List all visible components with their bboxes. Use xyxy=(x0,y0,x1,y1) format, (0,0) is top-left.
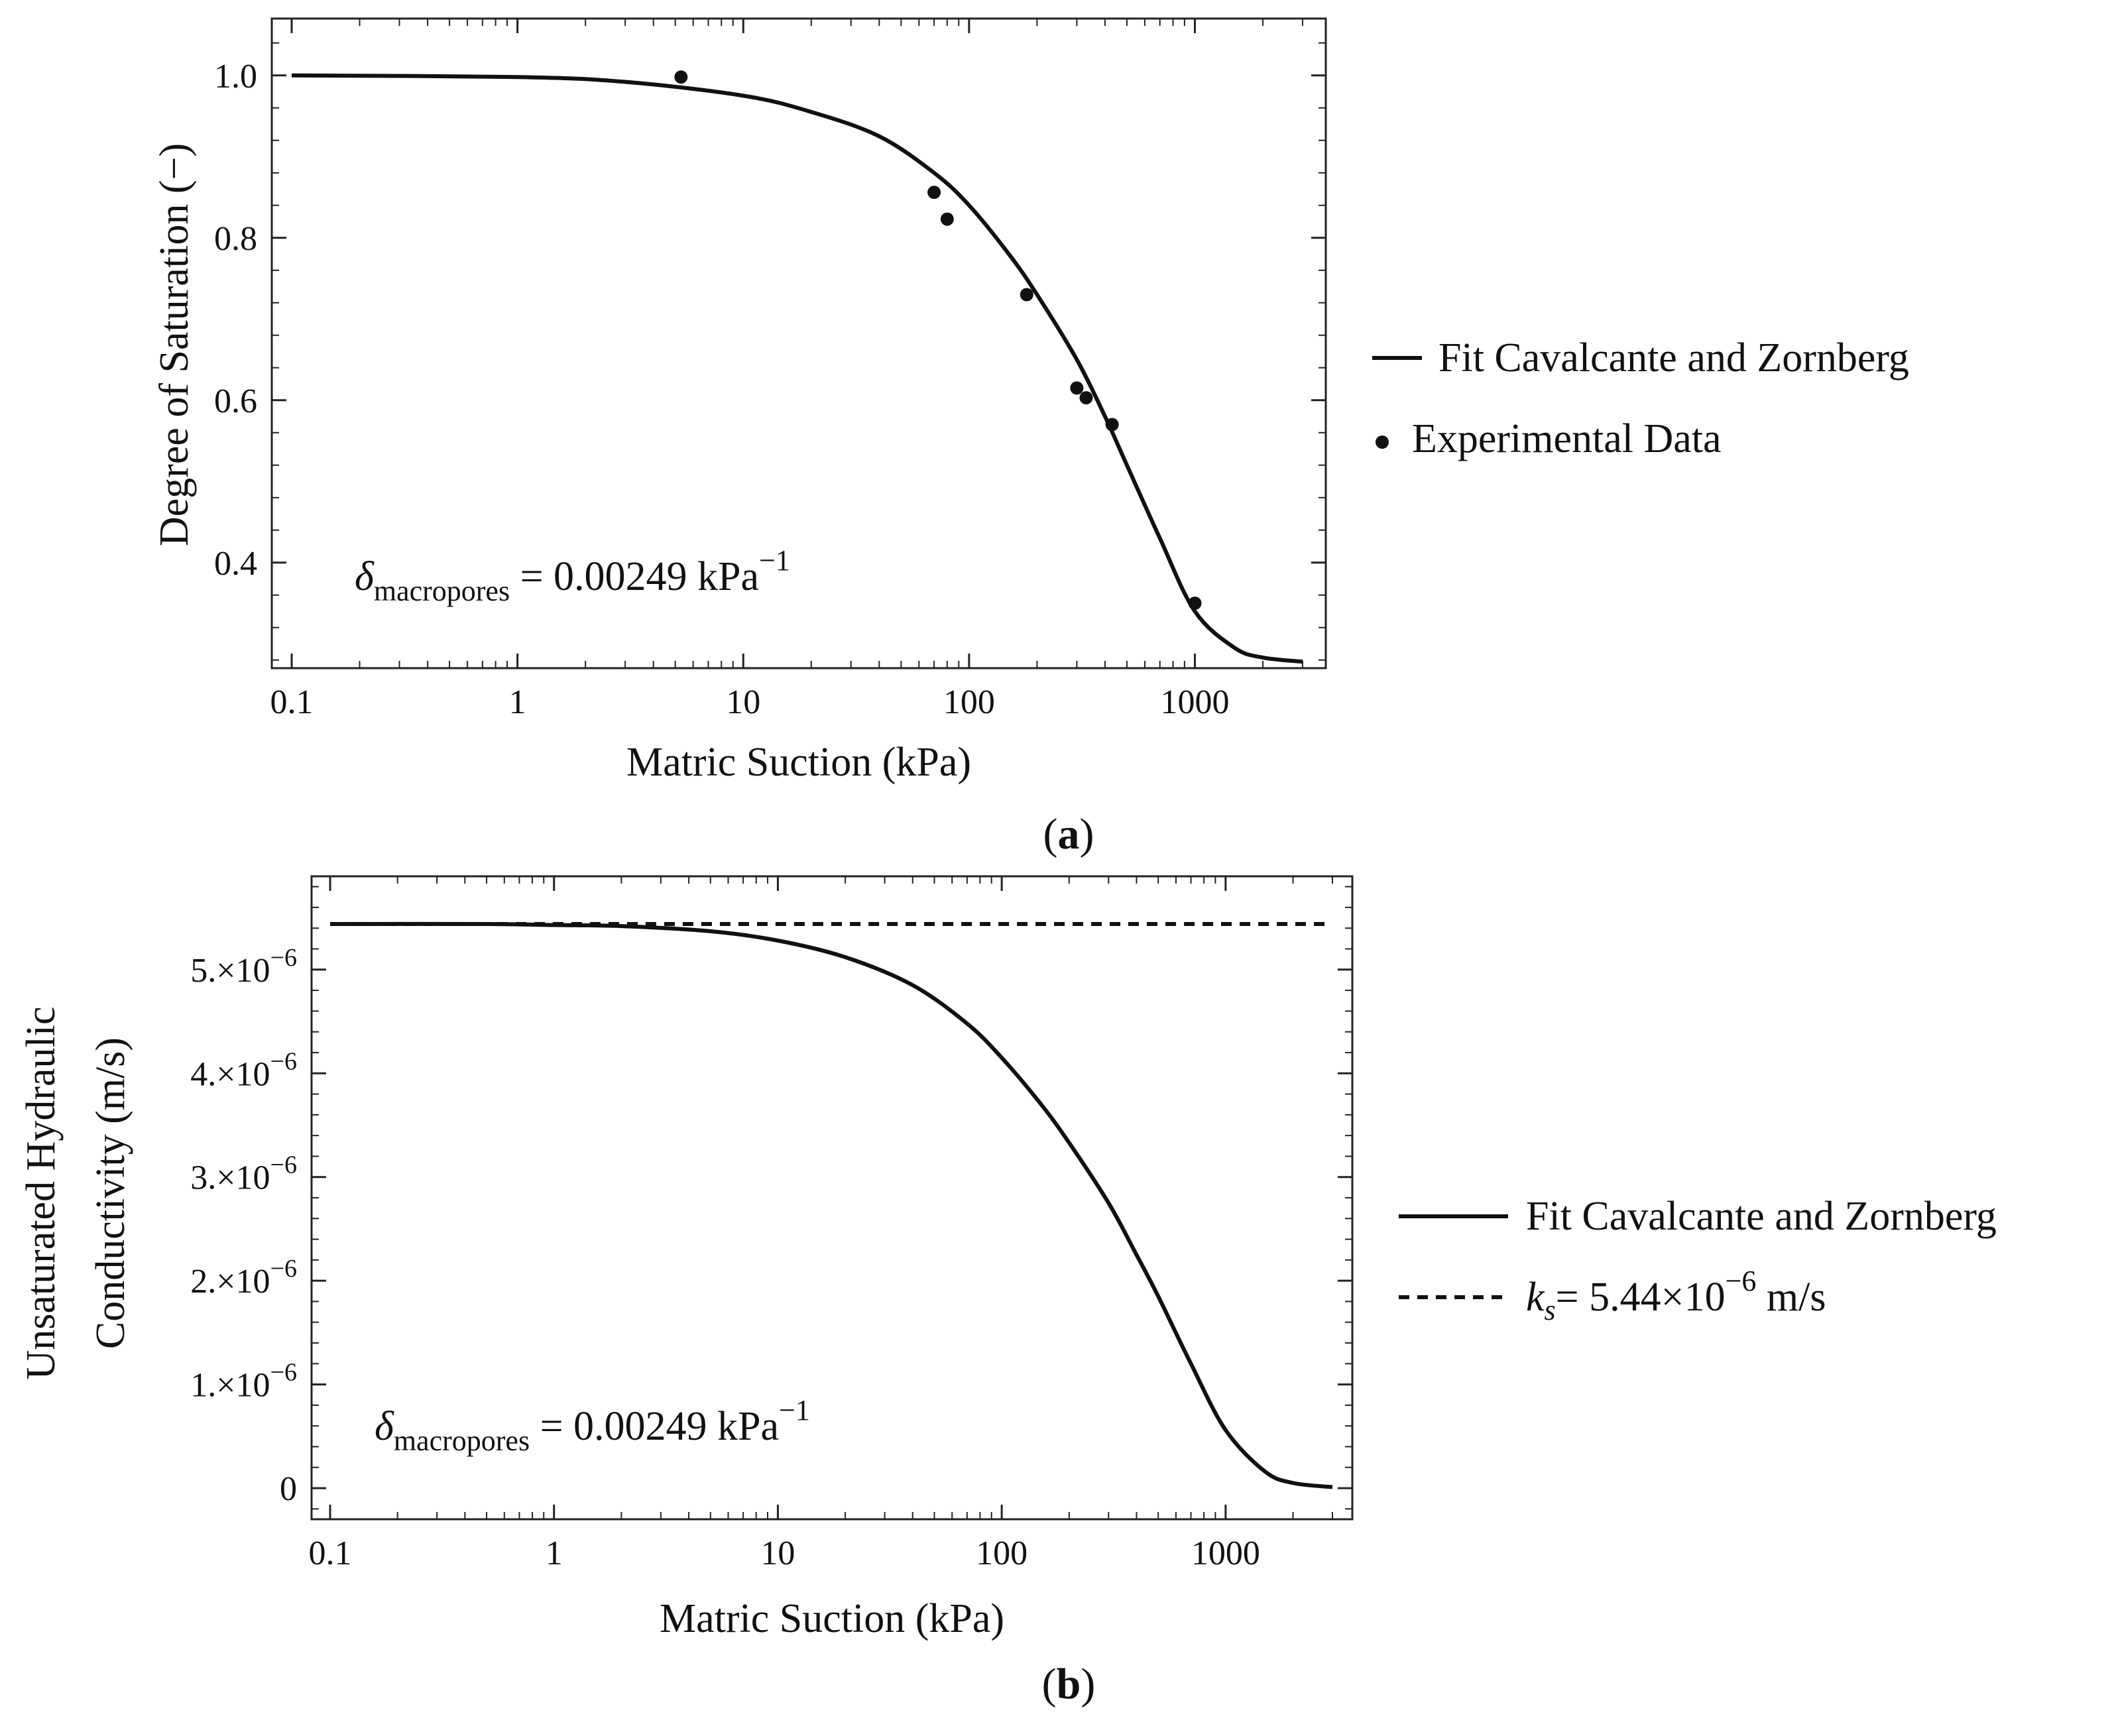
x-tick-label: 10 xyxy=(760,1534,795,1572)
legend-label-dashed-b: ks= 5.44×10−6 m/s xyxy=(1526,1265,1826,1326)
y-tick-label: 3.×10−6 xyxy=(190,1151,297,1197)
x-tick-label: 0.1 xyxy=(270,683,314,721)
y-axis-ticks-b: 01.×10−62.×10−63.×10−64.×10−65.×10−6 xyxy=(190,886,1352,1510)
series-layer-a xyxy=(291,70,1303,664)
annotation-subscript: macropores xyxy=(394,1424,530,1457)
x-axis-label-a: Matric Suction (kPa) xyxy=(626,740,971,785)
x-tick-label: 1000 xyxy=(1160,683,1229,721)
x-tick-label: 100 xyxy=(943,683,995,721)
legend-k-exponent: −6 xyxy=(1726,1265,1757,1297)
legend-k-value: = 5.44×10 xyxy=(1556,1275,1726,1320)
x-tick-label: 1000 xyxy=(1191,1534,1260,1572)
y-tick-exponent: −6 xyxy=(270,1255,297,1283)
y-tick-label: 0.8 xyxy=(214,220,257,258)
y-tick-exponent: −6 xyxy=(270,1047,297,1075)
x-tick-label: 1 xyxy=(546,1534,563,1572)
x-axis-label-b: Matric Suction (kPa) xyxy=(660,1596,1004,1641)
y-tick-label: 1.×10−6 xyxy=(190,1359,297,1405)
y-tick-label: 2.×10−6 xyxy=(190,1255,297,1301)
legend-k-unit: m/s xyxy=(1756,1275,1826,1320)
annotation-delta-b: δmacropores = 0.00249 kPa−1 xyxy=(375,1394,810,1457)
annotation-superscript: −1 xyxy=(759,544,790,577)
x-axis-ticks-b: 0.1 1 10 100 1000 xyxy=(309,876,1333,1572)
y-tick-label: 5.×10−6 xyxy=(190,944,297,990)
y-tick-exponent: −6 xyxy=(270,1151,297,1179)
panel-a: 0.1 1 10 100 1000 0.4 0.6 0.8 1.0 Matric Suctio… xyxy=(152,17,1909,858)
y-tick-exponent: −6 xyxy=(270,1359,297,1387)
legend-swatch-points-a xyxy=(1376,435,1389,449)
annotation-delta-a: δmacropores = 0.00249 kPa−1 xyxy=(355,544,790,607)
y-tick-mantissa: 5.×10 xyxy=(190,952,270,990)
legend-k-subscript: s xyxy=(1545,1294,1556,1326)
y-tick-label: 0.4 xyxy=(214,545,257,583)
data-point xyxy=(1105,418,1119,432)
panel-letter-b: b xyxy=(1057,1660,1081,1708)
data-point xyxy=(940,212,954,226)
plot-frame-a xyxy=(270,17,1327,669)
y-axis-label-b-line2: Conductivity (m/s) xyxy=(88,1037,133,1349)
y-tick-mantissa: 4.×10 xyxy=(190,1055,270,1093)
x-tick-label: 1 xyxy=(509,683,526,721)
x-axis-ticks-a: 0.1 1 10 100 1000 xyxy=(270,19,1303,721)
y-tick-mantissa: 1.×10 xyxy=(190,1367,270,1405)
x-tick-label: 10 xyxy=(726,683,760,721)
x-tick-label: 0.1 xyxy=(309,1534,352,1572)
y-axis-label-b-line1: Unsaturated Hydraulic xyxy=(19,1007,64,1380)
y-axis-label-a: Degree of Saturation (−) xyxy=(152,143,197,546)
series-line-fit xyxy=(291,73,1303,664)
data-point xyxy=(1188,597,1202,610)
data-point xyxy=(1070,381,1084,395)
y-tick-label: 0 xyxy=(280,1470,297,1508)
y-tick-exponent: −6 xyxy=(270,944,297,972)
legend-label-fit-a: Fit Cavalcante and Zornberg xyxy=(1438,335,1909,380)
annotation-text: = 0.00249 kPa xyxy=(530,1404,779,1449)
panel-label-b: (b) xyxy=(1042,1660,1096,1708)
annotation-superscript: −1 xyxy=(779,1394,810,1426)
y-tick-mantissa: 2.×10 xyxy=(190,1263,270,1301)
data-point xyxy=(1020,288,1033,302)
plot-frame-b xyxy=(310,875,1354,1521)
y-axis-ticks-a: 0.4 0.6 0.8 1.0 xyxy=(214,42,1326,661)
data-point xyxy=(674,70,688,84)
legend-k-symbol: k xyxy=(1526,1275,1545,1320)
annotation-subscript: macropores xyxy=(374,575,510,607)
legend-label-points-a: Experimental Data xyxy=(1412,416,1722,461)
series-line-fit xyxy=(329,921,1333,1489)
annotation-symbol: δ xyxy=(375,1404,394,1449)
data-point xyxy=(1079,391,1093,405)
data-point xyxy=(927,186,941,200)
y-tick-label: 1.0 xyxy=(214,58,257,95)
legend-a: Fit Cavalcante and Zornberg Experimental… xyxy=(1372,335,1909,461)
legend-label-fit-b: Fit Cavalcante and Zornberg xyxy=(1526,1194,1997,1239)
x-tick-label: 100 xyxy=(976,1534,1027,1572)
y-tick-label: 0.6 xyxy=(214,382,257,420)
panel-b: 0.1 1 10 100 1000 01.×10−62.×10−63.×10−64.×1… xyxy=(19,875,1997,1708)
annotation-symbol: δ xyxy=(355,554,375,599)
y-tick-mantissa: 3.×10 xyxy=(190,1159,270,1197)
legend-b: Fit Cavalcante and Zornberg ks= 5.44×10−… xyxy=(1399,1194,1997,1326)
series-layer-b xyxy=(329,921,1333,1489)
y-tick-mantissa: 0 xyxy=(280,1470,297,1508)
annotation-text: = 0.00249 kPa xyxy=(510,554,759,599)
y-tick-label: 4.×10−6 xyxy=(190,1047,297,1093)
panel-label-a: (a) xyxy=(1043,810,1094,858)
panel-letter-a: a xyxy=(1058,810,1080,858)
